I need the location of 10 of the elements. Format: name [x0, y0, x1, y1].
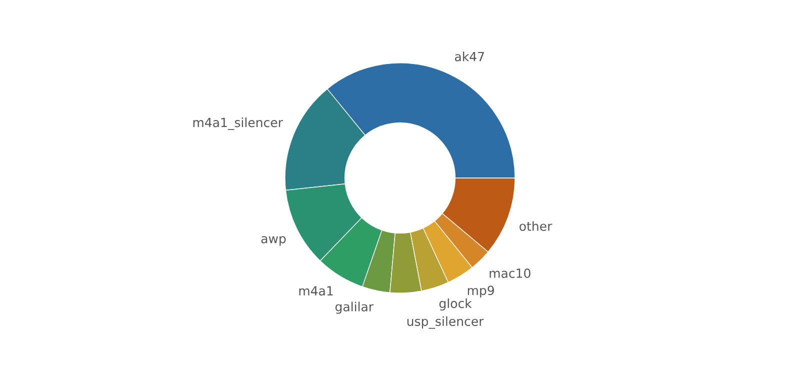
slice-label: mp9: [468, 286, 494, 298]
slice-label: mac10: [490, 268, 530, 278]
slice-label: m4a1_silencer: [193, 118, 283, 130]
slice-label: usp_silencer: [407, 316, 484, 329]
slice-label: galilar: [335, 302, 374, 314]
slice-label: m4a1: [299, 286, 333, 296]
slice-label: awp: [261, 236, 286, 246]
slice-label: ak47: [454, 52, 484, 62]
slice-label: other: [520, 221, 552, 231]
slice-label: glock: [439, 298, 472, 311]
